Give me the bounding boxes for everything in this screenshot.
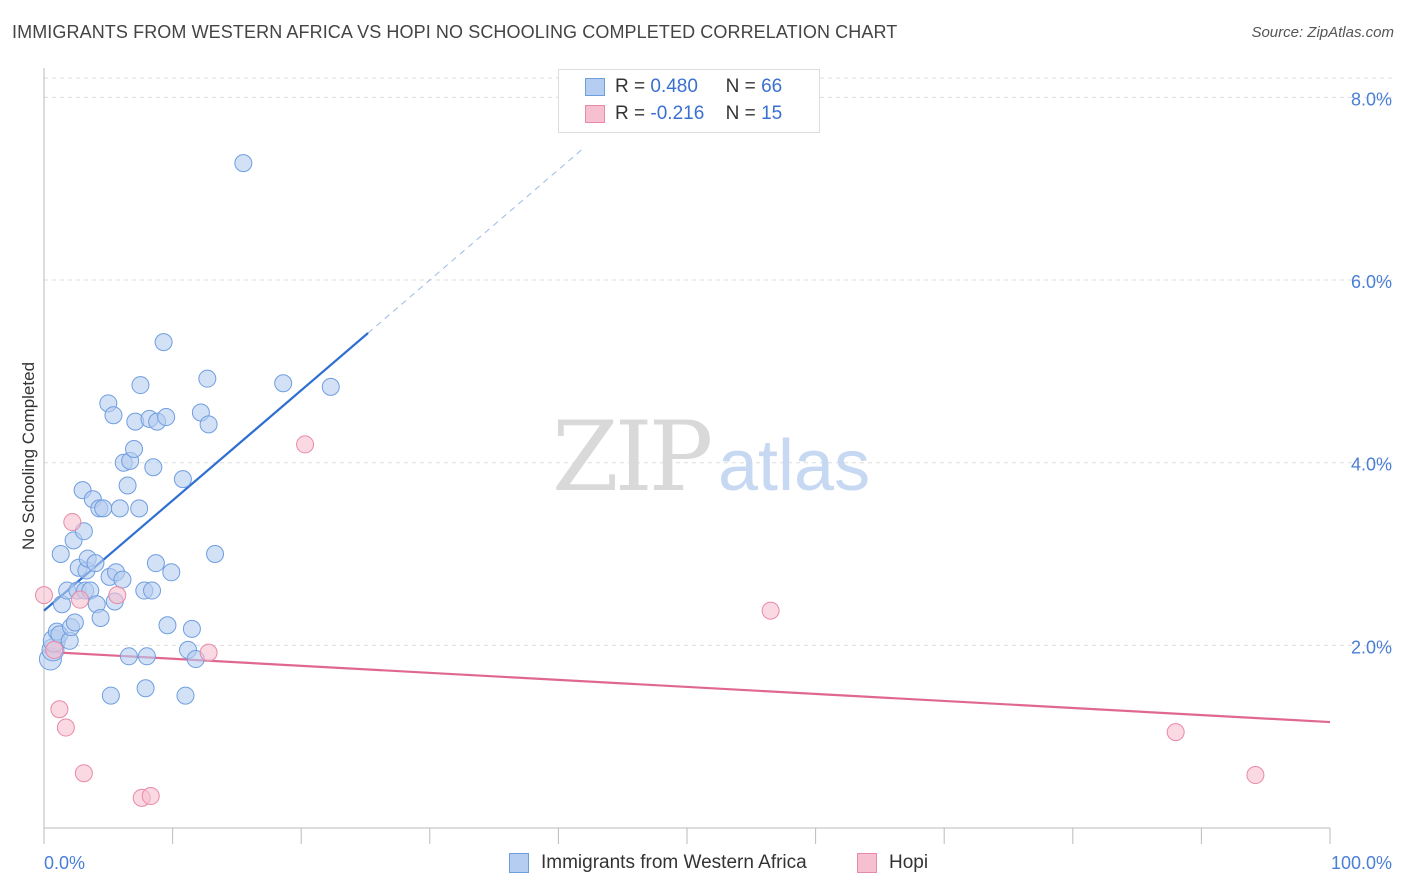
legend-row-pink: R = -0.216 N = 15 (585, 103, 782, 125)
y-tick-label: 8.0% (1351, 89, 1392, 109)
point-western-africa (137, 647, 156, 666)
legend-n-label: N = (725, 103, 756, 124)
point-western-africa (113, 570, 132, 589)
legend-label-hopi: Hopi (889, 852, 929, 873)
source-label: Source: ZipAtlas.com (1251, 24, 1394, 41)
point-western-africa (321, 377, 340, 396)
point-western-africa (206, 545, 225, 564)
watermark-zip: ZIP (552, 401, 711, 513)
point-western-africa (118, 476, 137, 495)
point-western-africa (136, 679, 155, 698)
point-hopi (45, 640, 64, 659)
point-western-africa (130, 499, 149, 518)
data-points (35, 154, 1265, 807)
point-hopi (71, 590, 90, 609)
legend-swatch-pink (585, 105, 605, 123)
point-western-africa (173, 470, 192, 489)
point-western-africa (110, 499, 129, 518)
legend-r-value: 0.480 (650, 76, 698, 97)
series-legend: Immigrants from Western Africa Hopi (0, 852, 1406, 878)
point-western-africa (182, 619, 201, 638)
point-western-africa (146, 554, 165, 573)
legend-r-value: -0.216 (650, 103, 705, 124)
y-tick-label: 2.0% (1351, 637, 1392, 657)
chart-title: IMMIGRANTS FROM WESTERN AFRICA VS HOPI N… (12, 22, 898, 42)
point-western-africa (234, 154, 253, 173)
axes (43, 68, 1331, 844)
point-hopi (35, 586, 53, 605)
legend-label-western-africa: Immigrants from Western Africa (541, 852, 807, 873)
point-western-africa (162, 563, 181, 582)
x-tick-label: 0.0% (44, 853, 85, 873)
point-western-africa (119, 647, 138, 666)
tick-labels: 2.0% 4.0% 6.0% 8.0% 0.0% 100.0% No Schooling C… (19, 89, 1392, 873)
point-western-africa (157, 408, 176, 427)
legend-n-value: 66 (761, 76, 783, 97)
legend-item-hopi: Hopi (857, 852, 928, 874)
legend-item-western-africa: Immigrants from Western Africa (509, 852, 807, 874)
legend-n-value: 15 (761, 103, 783, 124)
legend-swatch-blue (585, 78, 605, 96)
point-hopi (63, 513, 82, 532)
point-western-africa (131, 376, 150, 395)
point-hopi (761, 601, 780, 620)
y-tick-label: 6.0% (1351, 272, 1392, 292)
legend-r-label: R = (615, 76, 646, 97)
point-hopi (199, 643, 218, 662)
correlation-legend: R = 0.480 N = 66 R = -0.216 N = 15 (558, 69, 820, 133)
point-western-africa (125, 440, 144, 458)
legend-swatch-pink (857, 853, 877, 873)
legend-n-label: N = (725, 76, 756, 97)
point-western-africa (176, 686, 195, 705)
point-western-africa (154, 333, 173, 352)
trend-line-western-africa (367, 147, 585, 334)
point-western-africa (65, 613, 84, 632)
point-western-africa (274, 374, 293, 393)
watermark: ZIP atlas (552, 401, 870, 513)
point-hopi (296, 435, 315, 454)
point-western-africa (104, 406, 123, 425)
point-western-africa (91, 608, 110, 627)
legend-r-label: R = (615, 103, 646, 124)
y-tick-label: 4.0% (1351, 455, 1392, 475)
legend-row-blue: R = 0.480 N = 66 (585, 76, 782, 98)
trend-line-hopi (43, 650, 1331, 724)
point-hopi (141, 787, 160, 806)
point-western-africa (158, 616, 177, 635)
point-western-africa (94, 499, 113, 518)
point-western-africa (144, 458, 163, 477)
point-western-africa (143, 581, 162, 600)
y-axis-title: No Schooling Completed (19, 362, 38, 550)
point-hopi (108, 586, 127, 605)
point-western-africa (199, 415, 218, 434)
point-hopi (56, 718, 75, 737)
legend-swatch-blue (509, 853, 529, 873)
point-hopi (1166, 723, 1185, 742)
point-hopi (74, 764, 93, 783)
point-western-africa (101, 686, 120, 705)
point-hopi (50, 700, 69, 719)
x-tick-label: 100.0% (1331, 853, 1392, 873)
point-western-africa (86, 554, 105, 573)
watermark-atlas: atlas (718, 426, 870, 506)
point-western-africa (51, 545, 70, 564)
point-hopi (1246, 766, 1265, 785)
point-western-africa (198, 369, 217, 388)
